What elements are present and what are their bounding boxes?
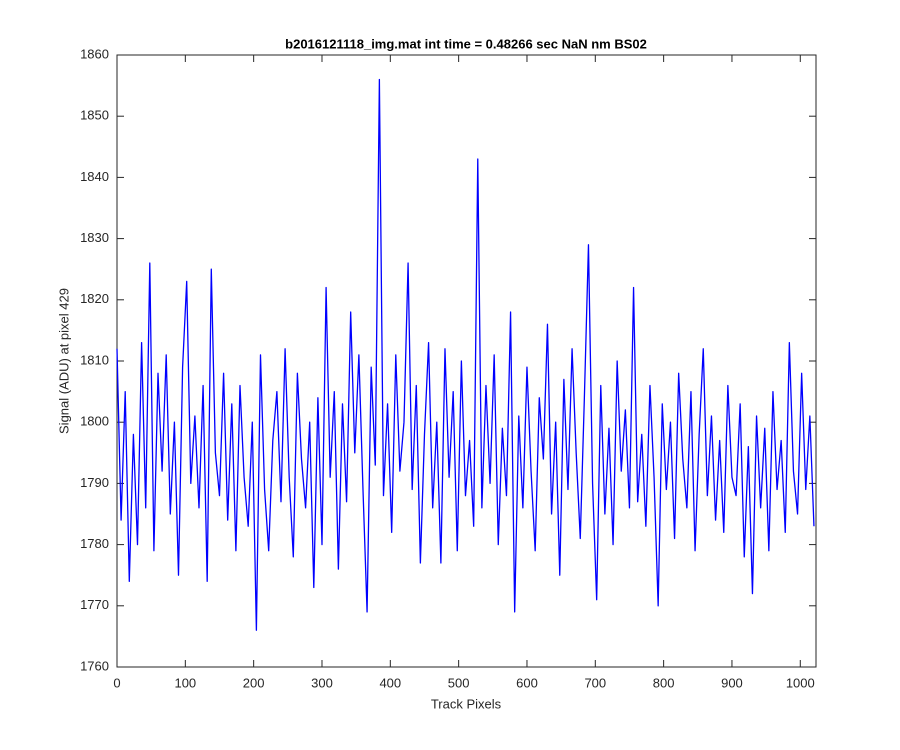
x-tick-label: 800 (653, 675, 675, 690)
y-tick-label: 1850 (80, 108, 109, 123)
y-tick-label: 1780 (80, 536, 109, 551)
plot-frame (116, 54, 817, 668)
x-tick-label: 900 (721, 675, 743, 690)
x-tick-label: 0 (113, 675, 120, 690)
x-tick-label: 200 (243, 675, 265, 690)
x-axis-label: Track Pixels (431, 696, 502, 711)
x-tick-label: 100 (174, 675, 196, 690)
y-tick-label: 1860 (80, 46, 109, 61)
y-tick-label: 1820 (80, 291, 109, 306)
chart-title: b2016121118_img.mat int time = 0.48266 s… (285, 36, 647, 51)
data-line (116, 78, 815, 631)
x-tick-label: 300 (311, 675, 333, 690)
y-tick-label: 1840 (80, 169, 109, 184)
y-tick-label: 1800 (80, 414, 109, 429)
x-tick-label: 700 (584, 675, 606, 690)
x-tick-label: 1000 (786, 675, 815, 690)
y-tick-label: 1810 (80, 352, 109, 367)
x-tick-label: 600 (516, 675, 538, 690)
y-tick-label: 1770 (80, 597, 109, 612)
y-tick-label: 1760 (80, 658, 109, 673)
x-tick-label: 400 (379, 675, 401, 690)
y-tick-label: 1830 (80, 230, 109, 245)
y-axis-label: Signal (ADU) at pixel 429 (56, 288, 71, 434)
x-tick-label: 500 (448, 675, 470, 690)
y-tick-label: 1790 (80, 475, 109, 490)
